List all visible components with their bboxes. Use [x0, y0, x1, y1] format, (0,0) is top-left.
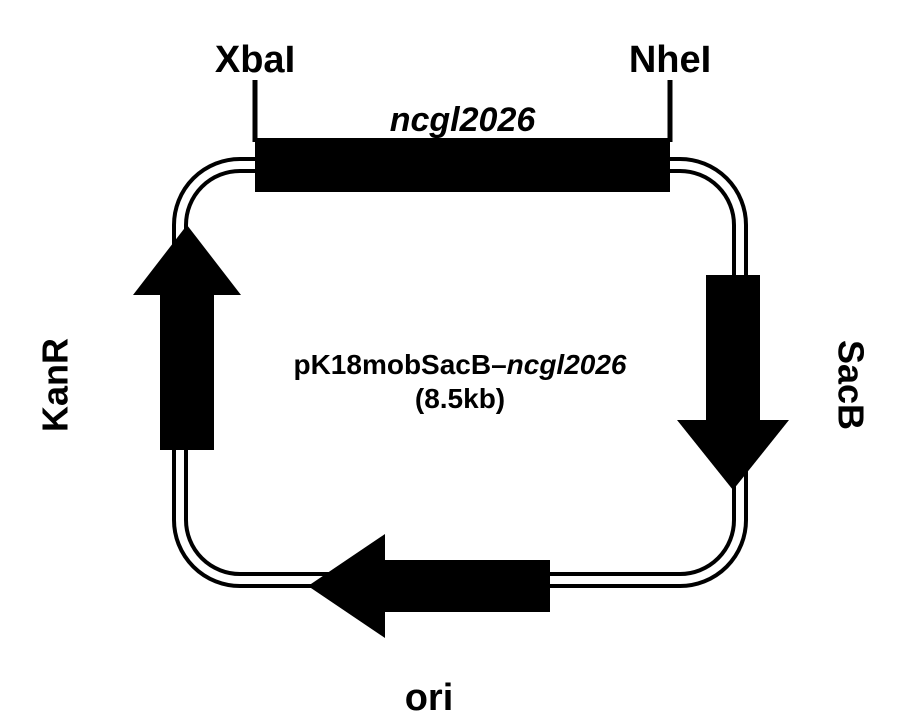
sacb-arrow-body [706, 275, 760, 425]
site-label-right: NheI [629, 39, 711, 81]
plasmid-name: pK18mobSacB–ncgl2026 [293, 349, 626, 380]
kanr-arrow-body [160, 290, 214, 450]
sacb-arrow-head [677, 420, 789, 490]
ori-label: ori [405, 677, 454, 719]
plasmid-size: (8.5kb) [415, 383, 505, 414]
site-label-left: XbaI [215, 39, 295, 81]
kanr-arrow-head [133, 225, 241, 295]
insert-bar [255, 138, 670, 192]
ori-arrow-head [308, 534, 385, 638]
insert-label: ncgl2026 [390, 101, 537, 139]
kanr-label: KanR [35, 338, 76, 432]
ori-arrow-body [380, 560, 550, 612]
sacb-label: SacB [830, 340, 871, 430]
